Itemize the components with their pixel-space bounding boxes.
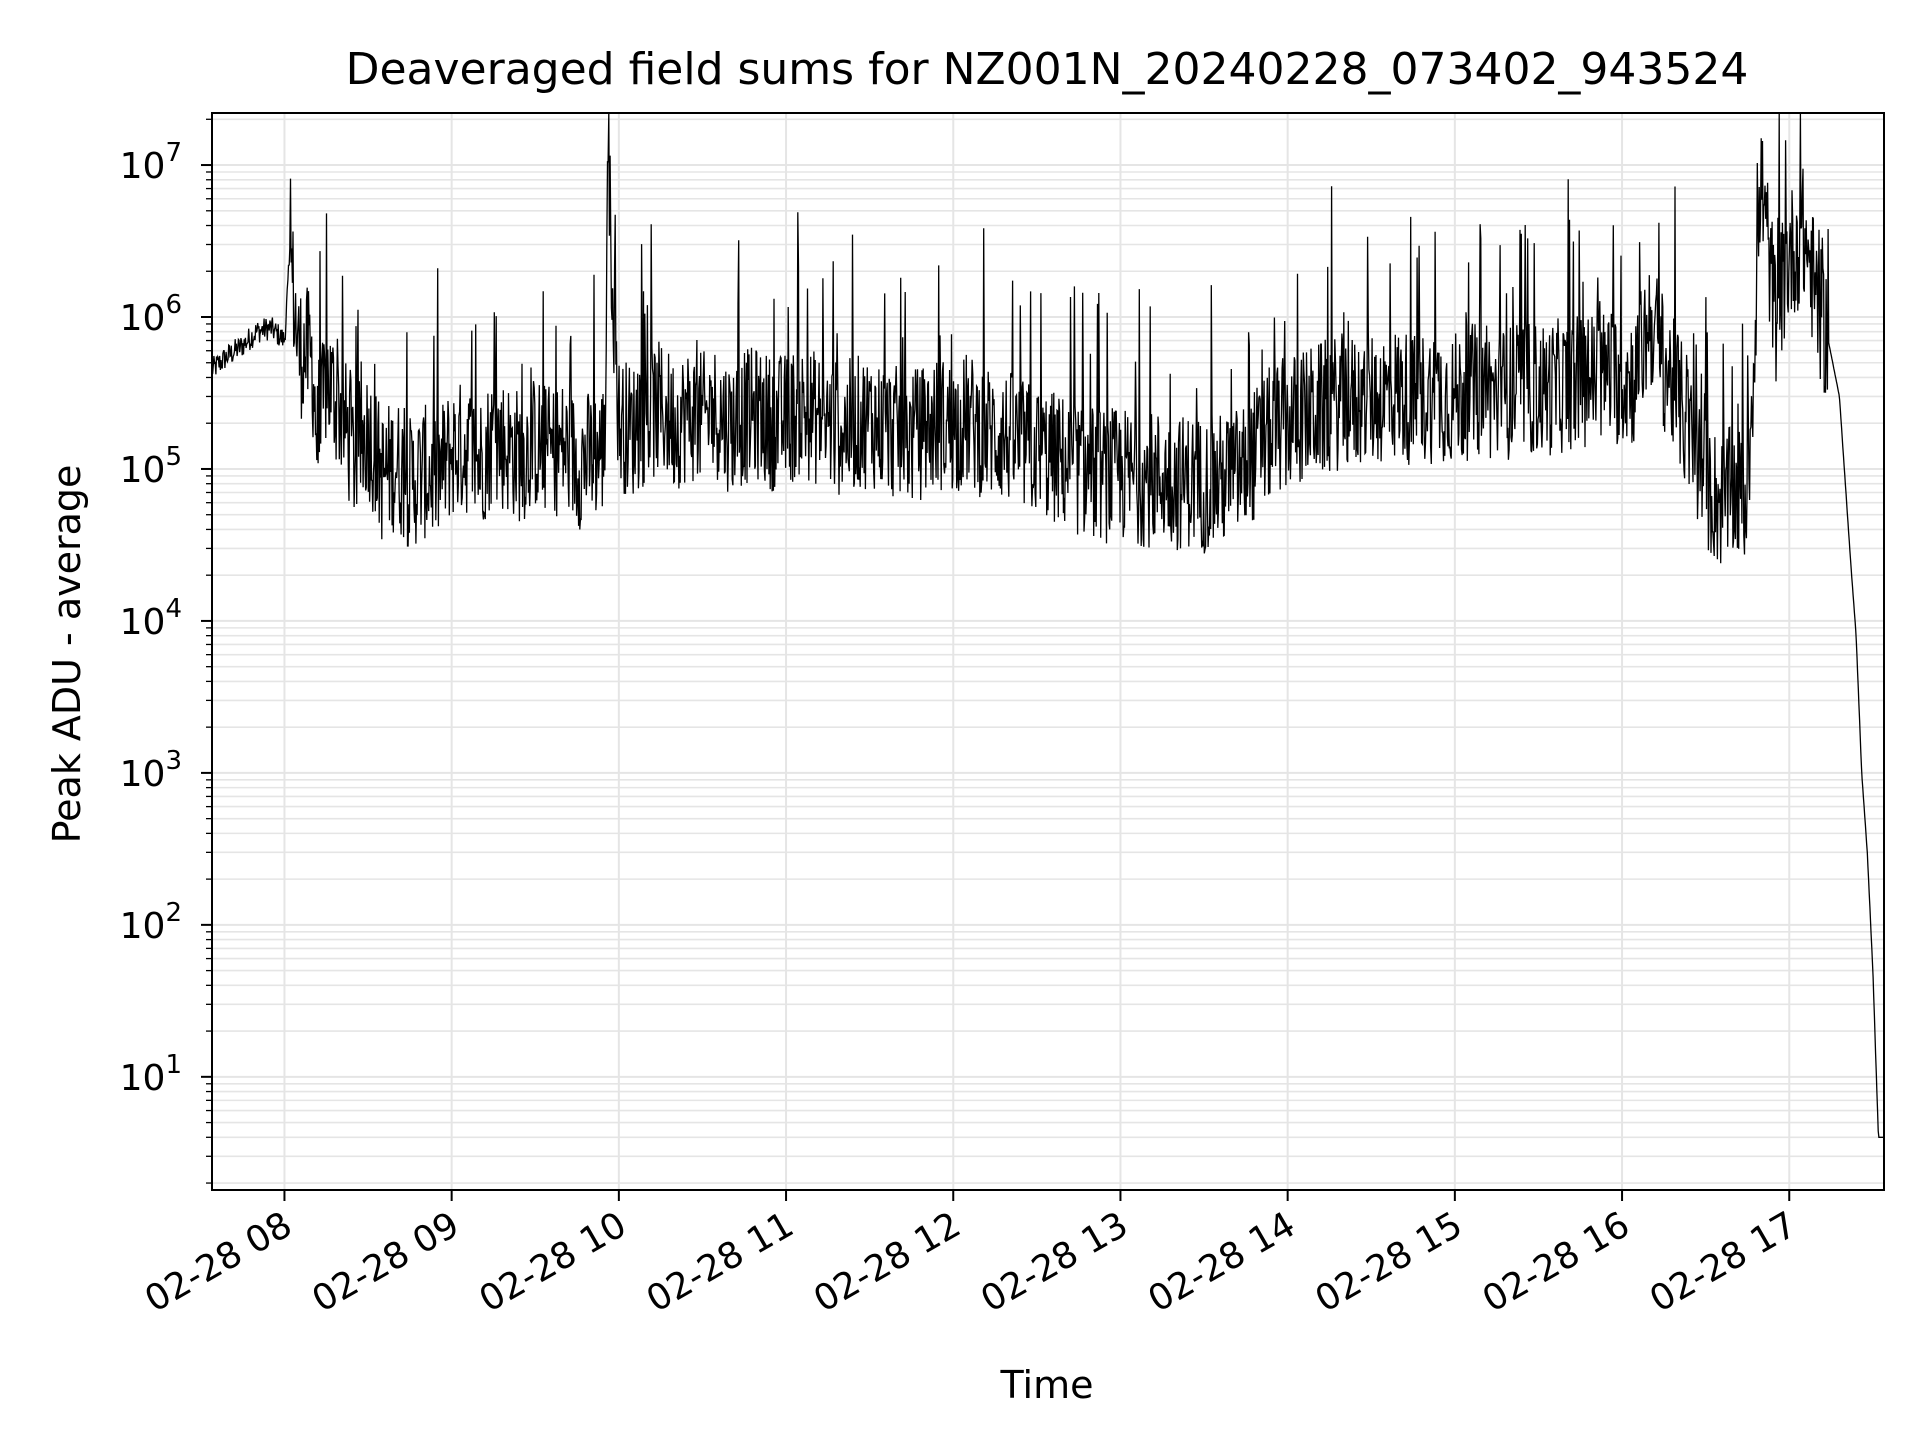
y-tick-label: 107 xyxy=(120,138,182,187)
y-axis-label: Peak ADU - average xyxy=(45,465,89,844)
x-axis-label: Time xyxy=(1000,1363,1094,1407)
major-gridlines xyxy=(212,113,1884,1190)
x-tick-label: 02-28 10 xyxy=(473,1204,634,1320)
x-tick-label: 02-28 17 xyxy=(1643,1204,1804,1320)
x-tick-label: 02-28 09 xyxy=(305,1204,466,1320)
y-axis: 101 102 103 104 105 106 107 xyxy=(120,118,212,1184)
chart-title: Deaveraged field sums for NZ001N_2024022… xyxy=(346,44,1749,95)
y-tick-label: 104 xyxy=(120,594,182,643)
x-tick-label: 02-28 15 xyxy=(1309,1204,1470,1320)
y-tick-label: 102 xyxy=(120,898,182,947)
minor-gridlines xyxy=(212,118,1884,1184)
y-tick-label: 105 xyxy=(120,442,182,491)
plot-area-frame xyxy=(211,112,1885,1191)
x-tick-label: 02-28 08 xyxy=(138,1204,299,1320)
y-tick-label: 106 xyxy=(120,290,182,339)
x-tick-label: 02-28 12 xyxy=(807,1204,968,1320)
x-tick-label: 02-28 13 xyxy=(974,1204,1135,1320)
series-line xyxy=(211,112,1884,1138)
y-tick-label: 103 xyxy=(120,746,182,795)
x-tick-label: 02-28 14 xyxy=(1141,1204,1302,1320)
x-tick-label: 02-28 11 xyxy=(640,1204,801,1320)
x-axis: 02-28 08 02-28 09 02-28 10 02-28 11 02-28 12… xyxy=(138,1190,1804,1321)
x-tick-label: 02-28 16 xyxy=(1476,1204,1637,1320)
y-tick-label: 101 xyxy=(120,1050,182,1099)
